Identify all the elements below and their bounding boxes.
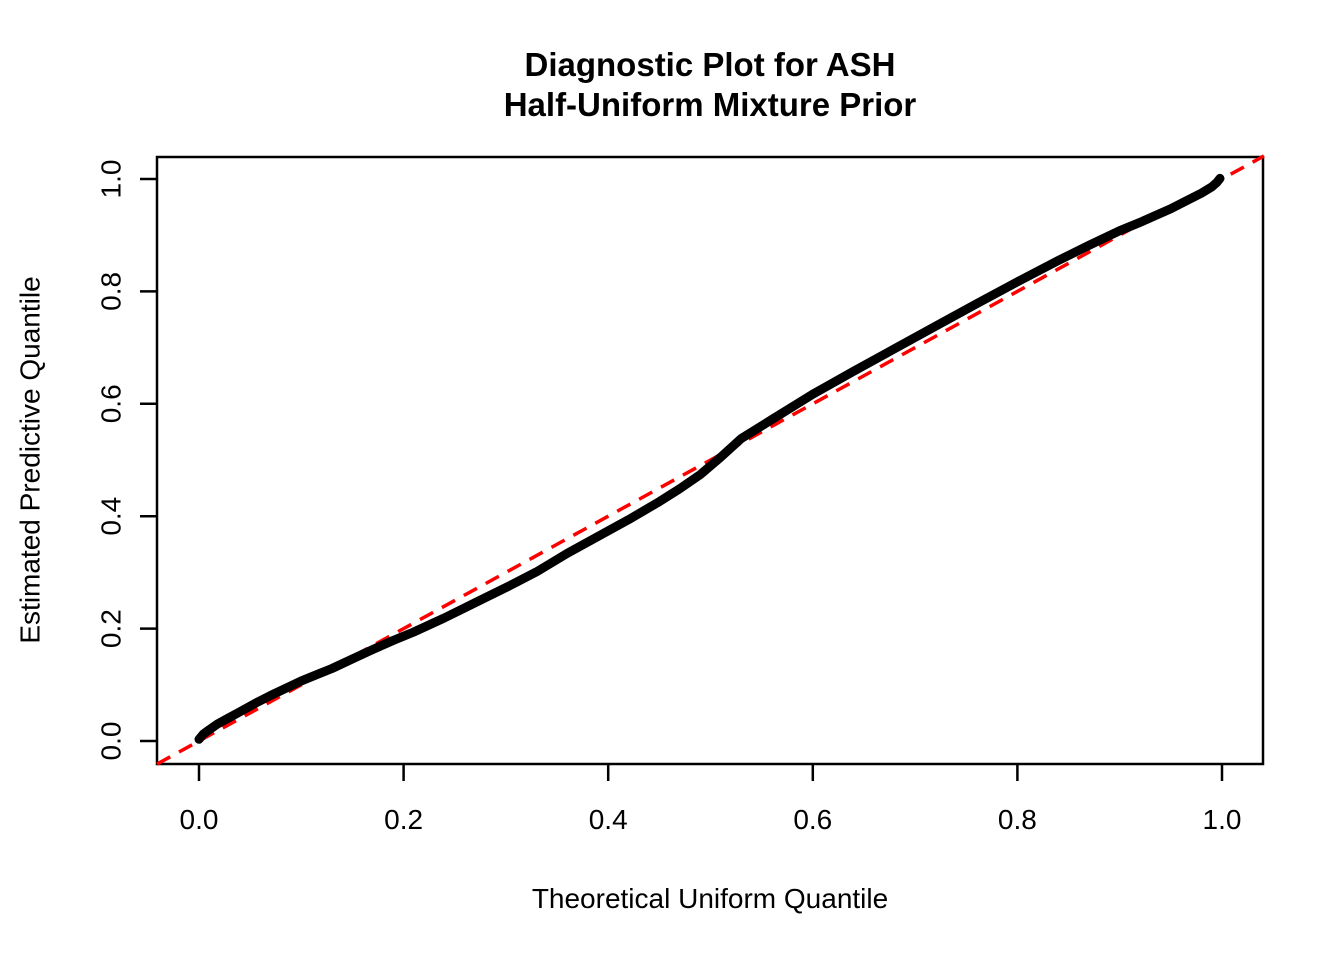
y-tick-label: 0.4: [95, 497, 126, 536]
y-tick-label: 0.0: [95, 722, 126, 761]
chart-title-line-1: Diagnostic Plot for ASH: [525, 46, 896, 83]
chart-title-line-2: Half-Uniform Mixture Prior: [504, 86, 917, 123]
x-tick-label: 0.6: [793, 804, 832, 835]
x-tick-label: 0.2: [384, 804, 423, 835]
x-tick-label: 1.0: [1203, 804, 1242, 835]
y-tick-label: 0.8: [95, 272, 126, 311]
y-axis: 0.0 0.2 0.4 0.6 0.8 1.0: [95, 160, 157, 761]
quantile-curve: [194, 173, 1225, 744]
x-axis-label: Theoretical Uniform Quantile: [532, 883, 888, 914]
y-tick-label: 1.0: [95, 160, 126, 199]
x-axis: 0.0 0.2 0.4 0.6 0.8 1.0: [180, 764, 1242, 835]
x-tick-label: 0.0: [180, 804, 219, 835]
x-tick-label: 0.4: [589, 804, 628, 835]
y-tick-label: 0.6: [95, 384, 126, 423]
y-axis-label: Estimated Predictive Quantile: [14, 276, 45, 643]
plot-box: [155, 155, 1265, 766]
x-tick-label: 0.8: [998, 804, 1037, 835]
y-tick-label: 0.2: [95, 609, 126, 648]
